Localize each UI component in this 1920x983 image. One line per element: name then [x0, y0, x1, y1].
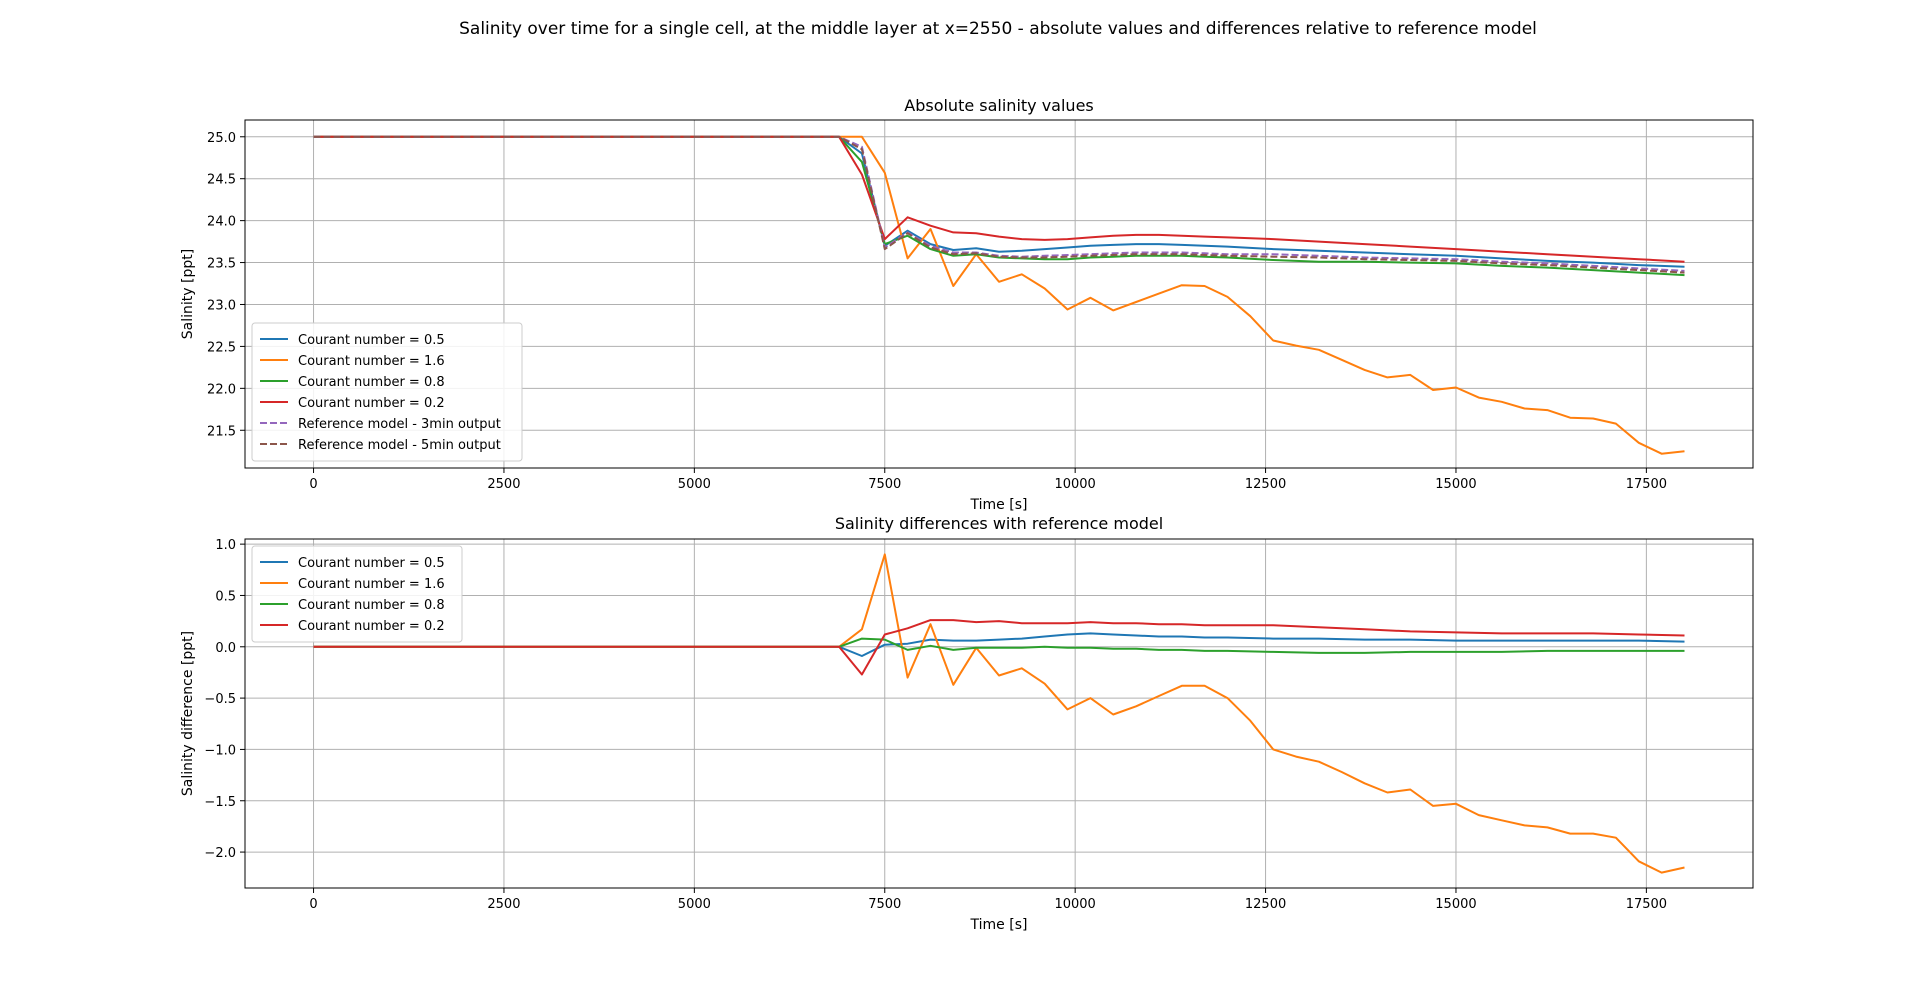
y-tick-label: −0.5: [204, 692, 236, 707]
legend-label: Reference model - 3min output: [298, 417, 501, 432]
y-axis-label: Salinity [ppt]: [180, 249, 196, 339]
x-tick-label: 7500: [868, 897, 901, 912]
series-line-0: [313, 135, 1685, 268]
y-tick-label: 24.0: [207, 215, 236, 230]
legend-label: Courant number = 1.6: [298, 577, 445, 592]
x-tick-label: 12500: [1245, 897, 1286, 912]
grid: [245, 539, 1753, 888]
legend-box: [251, 545, 463, 643]
x-tick-label: 15000: [1435, 477, 1476, 492]
y-tick-label: 21.5: [207, 424, 236, 439]
legend-box: [251, 322, 523, 462]
absolute-salinity-plot: 0 2500 5000 7500 10000 12500 15000 17500 21.5 22.…: [180, 96, 1754, 513]
x-axis-label: Time [s]: [970, 497, 1028, 513]
series-line-3: [313, 619, 1685, 676]
y-tick-label: 0.5: [215, 589, 236, 604]
x-tick-label: 12500: [1245, 477, 1286, 492]
x-tick-label: 0: [309, 897, 317, 912]
y-tick-label: 23.0: [207, 298, 236, 313]
legend-label: Courant number = 1.6: [298, 354, 445, 369]
series-line-1: [313, 135, 1685, 455]
x-tick-label: 7500: [868, 477, 901, 492]
legend-label: Courant number = 0.8: [298, 598, 445, 613]
x-axis-label: Time [s]: [970, 917, 1028, 933]
y-tick-label: 1.0: [215, 538, 236, 553]
x-tick-label: 17500: [1626, 897, 1667, 912]
series-line-1: [313, 553, 1685, 874]
y-tick-label: −1.5: [204, 795, 236, 810]
series-line-2: [313, 637, 1685, 654]
y-tick-label: −1.0: [204, 743, 236, 758]
legend-label: Reference model - 5min output: [298, 438, 501, 453]
legend: Courant number = 0.5 Courant number = 1.6…: [251, 322, 523, 462]
x-tick-label: 10000: [1054, 477, 1095, 492]
series-line-4: [313, 135, 1685, 272]
x-tick-label: 0: [309, 477, 317, 492]
x-tick-label: 5000: [678, 897, 711, 912]
series-line-2: [313, 135, 1685, 277]
y-tick-label: 22.5: [207, 340, 236, 355]
x-tick-label: 2500: [487, 897, 520, 912]
legend-label: Courant number = 0.8: [298, 375, 445, 390]
axes-frame: [244, 538, 1754, 889]
legend-label: Courant number = 0.5: [298, 333, 445, 348]
x-tick-label: 10000: [1054, 897, 1095, 912]
y-tick-label: 23.5: [207, 257, 236, 272]
legend: Courant number = 0.5 Courant number = 1.6…: [251, 545, 463, 643]
salinity-difference-plot: 0 2500 5000 7500 10000 12500 15000 17500 −2.0 −1.…: [180, 514, 1754, 933]
y-tick-label: 24.5: [207, 173, 236, 188]
y-tick-label: 22.0: [207, 382, 236, 397]
x-tick-label: 15000: [1435, 897, 1476, 912]
x-tick-label: 5000: [678, 477, 711, 492]
y-axis-label: Salinity difference [ppt]: [180, 631, 196, 796]
y-tick-label: −2.0: [204, 846, 236, 861]
y-tick-label: 25.0: [207, 131, 236, 146]
chart-title: Absolute salinity values: [904, 96, 1094, 115]
series-line-3: [313, 135, 1685, 263]
series-group: [313, 135, 1685, 455]
legend-label: Courant number = 0.2: [298, 619, 445, 634]
series-group: [313, 553, 1685, 874]
y-tick-label: 0.0: [215, 641, 236, 656]
legend-label: Courant number = 0.2: [298, 396, 445, 411]
axes-frame: [244, 119, 1754, 469]
x-tick-label: 17500: [1626, 477, 1667, 492]
chart-title: Salinity differences with reference mode…: [835, 514, 1163, 533]
series-line-5: [313, 135, 1685, 274]
x-tick-label: 2500: [487, 477, 520, 492]
figure-suptitle: Salinity over time for a single cell, at…: [459, 19, 1537, 39]
legend-label: Courant number = 0.5: [298, 556, 445, 571]
